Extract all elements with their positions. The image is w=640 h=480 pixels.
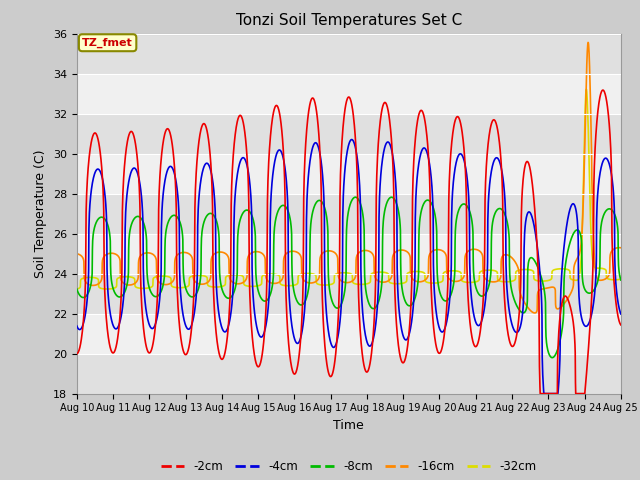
Bar — [77, 154, 621, 193]
Text: TZ_fmet: TZ_fmet — [83, 37, 133, 48]
Title: Tonzi Soil Temperatures Set C: Tonzi Soil Temperatures Set C — [236, 13, 462, 28]
Legend: -2cm, -4cm, -8cm, -16cm, -32cm: -2cm, -4cm, -8cm, -16cm, -32cm — [156, 455, 541, 478]
Bar — [77, 193, 621, 234]
Bar — [77, 354, 621, 394]
Bar — [77, 34, 621, 73]
X-axis label: Time: Time — [333, 419, 364, 432]
Bar — [77, 73, 621, 114]
Y-axis label: Soil Temperature (C): Soil Temperature (C) — [35, 149, 47, 278]
Bar — [77, 114, 621, 154]
Bar — [77, 274, 621, 313]
Bar — [77, 313, 621, 354]
Bar — [77, 234, 621, 274]
